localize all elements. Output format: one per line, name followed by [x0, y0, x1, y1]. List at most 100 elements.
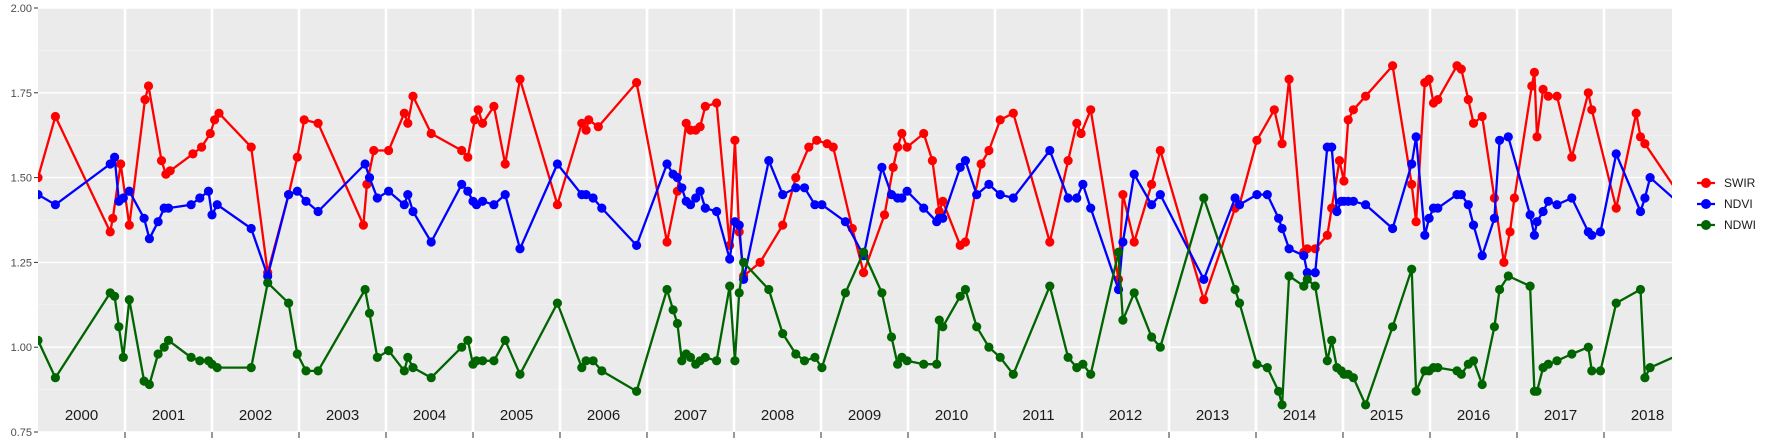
swir-point [156, 156, 167, 166]
swir-point [1631, 108, 1641, 118]
ndwi-point [668, 305, 678, 315]
ndwi-point [1525, 281, 1535, 291]
ndwi-point [902, 356, 912, 366]
ndwi-point [1503, 271, 1513, 281]
ndwi-point [778, 329, 788, 339]
ndvi-point [399, 200, 409, 210]
swir-point [1505, 227, 1515, 237]
swir-point [960, 237, 971, 247]
ndwi-point [810, 352, 820, 362]
ndvi-point [597, 203, 607, 213]
swir-point [292, 152, 302, 162]
swir-point [473, 105, 483, 115]
ndwi-point [893, 359, 903, 369]
ndwi-point [799, 356, 810, 366]
ndvi-point [1645, 173, 1655, 183]
year-label: 2010 [935, 407, 968, 424]
swir-point [1529, 67, 1539, 77]
ndvi-point [246, 223, 256, 234]
ndvi-point [677, 183, 687, 193]
ndvi-point [799, 183, 810, 193]
ndwi-point [791, 349, 801, 359]
ndwi-point [1274, 386, 1284, 396]
swir-point [700, 101, 710, 111]
swir-point [489, 101, 499, 111]
swir-point [1076, 128, 1086, 139]
ndwi-point [489, 356, 499, 366]
ndwi-point [384, 346, 394, 356]
swir-point [197, 142, 207, 152]
swir-point [1532, 132, 1542, 142]
ndvi-point [1277, 223, 1287, 234]
ndwi-point [938, 322, 948, 332]
ndvi-point [1199, 274, 1209, 284]
ndvi-point [1529, 230, 1539, 240]
ndwi-point [712, 356, 722, 366]
ndvi-point [1388, 223, 1398, 234]
y-tick-label: 1.00 [11, 342, 32, 354]
swir-point [500, 159, 510, 169]
swir-point [1611, 203, 1621, 213]
legend: SWIR NDVI NDWI [1697, 176, 1756, 232]
ndwi-point [1407, 264, 1417, 274]
swir-point [1552, 91, 1562, 101]
ndwi-point [725, 281, 735, 291]
ndwi-point [734, 288, 744, 298]
swir-point [1424, 74, 1434, 84]
ndwi-point [932, 359, 942, 369]
ndvi-point [552, 159, 563, 169]
ndwi-point [1640, 373, 1650, 383]
swir-point [1468, 118, 1479, 128]
ndvi-point [263, 271, 273, 281]
ndwi-point [1199, 193, 1209, 203]
ndwi-point [877, 288, 887, 298]
ndvi-point [1234, 200, 1245, 210]
grid [38, 7, 1672, 433]
ndvi-point [1489, 213, 1499, 223]
ndvi-point [1348, 196, 1358, 206]
swir-point [105, 227, 115, 237]
ndwi-point [581, 356, 591, 366]
swir-point [1343, 115, 1353, 125]
ndwi-point [364, 308, 375, 318]
ndwi-point [372, 352, 382, 362]
swir-point [210, 115, 220, 125]
ndvi-point [408, 206, 418, 217]
swir-point [1499, 257, 1509, 267]
swir-point [1456, 64, 1466, 74]
ndwi-point [685, 352, 696, 362]
swir-point [593, 122, 603, 132]
ndvi-point [1477, 251, 1487, 261]
ndvi-point [1595, 227, 1606, 237]
year-label: 2013 [1196, 407, 1229, 424]
ndvi-point [384, 186, 394, 196]
ndvi-point [1640, 193, 1650, 203]
ndvi-point [478, 196, 488, 206]
swir-point [457, 145, 467, 156]
swir-point [1538, 84, 1548, 94]
ndvi-point [725, 254, 735, 264]
ndvi-point [1411, 132, 1421, 142]
swir-point [1277, 139, 1287, 149]
year-label: 2012 [1109, 407, 1142, 424]
ndwi-point [817, 363, 827, 373]
swir-point [755, 257, 765, 267]
ndvi-point [364, 173, 375, 183]
ndvi-point [995, 190, 1005, 200]
ndvi-point [734, 220, 744, 230]
ndvi-point [403, 190, 413, 200]
y-axis: 0.75 1.00 1.25 1.50 1.75 2.00 [11, 3, 38, 439]
ndvi-point [1147, 200, 1157, 210]
ndvi-point [1424, 213, 1434, 223]
swir-point [214, 108, 224, 118]
swir-point [1684, 204, 1693, 213]
series-layer [38, 61, 1693, 410]
swir-point [938, 196, 948, 206]
ndwi-point [632, 386, 642, 396]
ndwi-point [764, 284, 774, 295]
ndvi-point [457, 179, 467, 189]
ndwi-point [1118, 315, 1128, 325]
ndwi-point [1322, 356, 1332, 366]
ndwi-point [1543, 359, 1553, 369]
ndwi-point [110, 291, 120, 301]
